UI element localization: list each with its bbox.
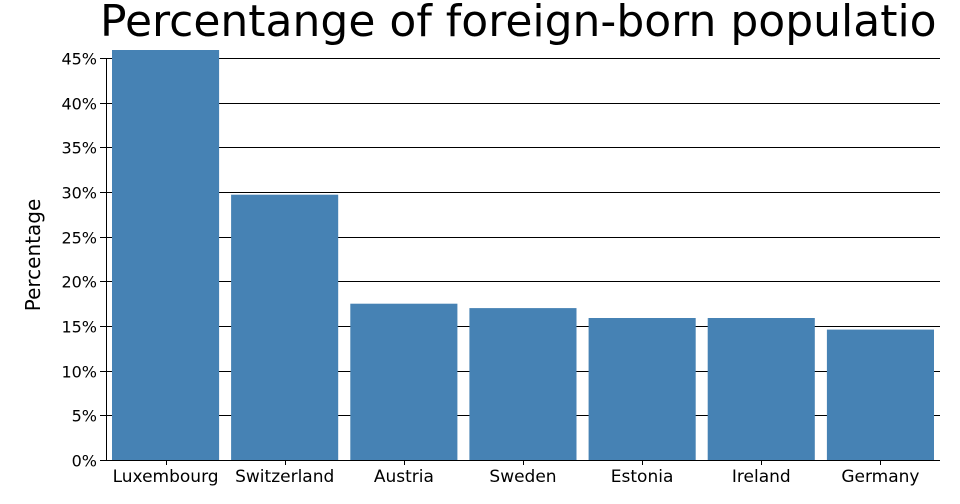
bar-switzerland	[231, 194, 339, 460]
y-tick-label: 45%	[61, 50, 97, 69]
bar-estonia	[588, 318, 696, 460]
bars	[112, 50, 934, 460]
y-tick-label: 5%	[72, 407, 97, 426]
bar-germany	[826, 329, 934, 460]
y-tick-label: 10%	[61, 363, 97, 382]
y-tick-label: 30%	[61, 184, 97, 203]
y-tick-label: 15%	[61, 318, 97, 337]
y-tick-label: 35%	[61, 139, 97, 158]
axes: 0% 5% 10% 15% 20% 25% 30% 35% 40% 45% Luxembourg Sw…	[61, 50, 940, 487]
bar-sweden	[469, 308, 577, 460]
x-tick-label: Luxembourg	[113, 467, 219, 487]
x-tick-label: Austria	[374, 467, 434, 487]
y-tick-label: 0%	[72, 452, 97, 471]
chart-title: Percentange of foreign-born populatio	[100, 0, 937, 47]
y-axis-label: Percentage	[21, 199, 45, 312]
bar-luxembourg	[112, 50, 220, 460]
x-tick-label: Germany	[841, 467, 919, 487]
y-tick-label: 40%	[61, 95, 97, 114]
x-tick-label: Estonia	[611, 467, 674, 487]
y-tick-label: 25%	[61, 229, 97, 248]
x-tick-label: Sweden	[489, 467, 556, 487]
y-tick-label: 20%	[61, 273, 97, 292]
bar-austria	[350, 303, 458, 460]
x-tick-label: Ireland	[732, 467, 791, 487]
bar-ireland	[707, 318, 815, 460]
x-tick-label: Switzerland	[235, 467, 334, 487]
